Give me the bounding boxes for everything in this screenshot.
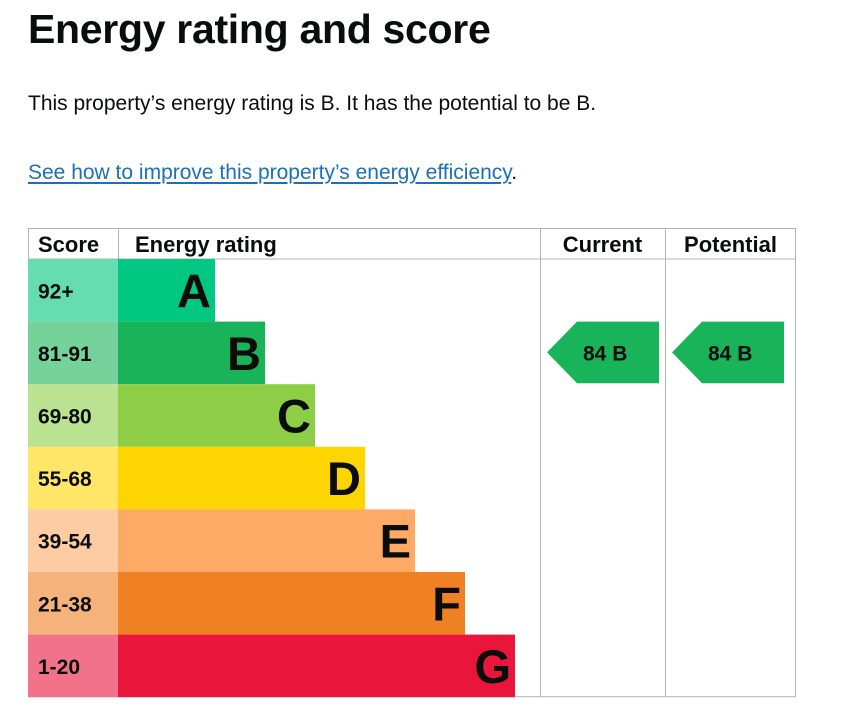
header-energy-rating: Energy rating [135, 232, 277, 257]
link-suffix: . [511, 161, 518, 184]
header-potential: Potential [684, 232, 777, 257]
band-bar-f [118, 572, 465, 635]
score-cell-f [28, 572, 118, 635]
score-range-c: 69-80 [38, 406, 92, 429]
score-range-d: 55-68 [38, 468, 92, 491]
band-letter-a: A [177, 264, 211, 317]
header-current: Current [563, 232, 643, 257]
rating-summary: This property’s energy rating is B. It h… [28, 92, 597, 115]
band-bar-d [118, 446, 365, 510]
score-range-g: 1-20 [38, 656, 80, 679]
band-bar-c [118, 384, 315, 447]
header-score: Score [38, 232, 99, 257]
score-cell-c [28, 384, 118, 447]
score-range-f: 21-38 [38, 593, 92, 616]
score-range-e: 39-54 [38, 531, 92, 554]
epc-headers: Score Energy rating Current Potential [38, 232, 777, 257]
score-range-b: 81-91 [38, 343, 92, 366]
score-cell-d [28, 446, 118, 510]
page-title: Energy rating and score [28, 6, 491, 52]
band-bar-b [118, 321, 265, 385]
band-letter-f: F [432, 577, 461, 630]
epc-markers: 84 B 84 B [547, 321, 784, 384]
band-letter-c: C [277, 390, 311, 443]
band-bar-a [118, 259, 215, 322]
band-bar-g [118, 634, 515, 698]
current-rating-label: 84 B [583, 342, 627, 365]
score-range-a: 92+ [38, 280, 74, 303]
band-bar-e [118, 509, 415, 572]
band-letter-g: G [474, 640, 511, 693]
improve-link-line: See how to improve this property’s energ… [28, 161, 517, 185]
score-cell-g [28, 634, 118, 698]
current-rating-marker [547, 321, 659, 384]
potential-rating-marker [672, 321, 784, 384]
score-cell-a [28, 259, 118, 322]
score-cell-e [28, 509, 118, 572]
band-letter-e: E [380, 515, 411, 568]
epc-bands: 92+ A 81-91 B 69-80 C 55-68 D 39-54 E 21-38 F 1-20 G [28, 259, 515, 698]
band-letter-d: D [327, 452, 361, 505]
band-letter-b: B [227, 327, 261, 380]
score-cell-b [28, 321, 118, 385]
improve-efficiency-link[interactable]: See how to improve this property’s energ… [28, 161, 512, 184]
potential-rating-label: 84 B [708, 342, 752, 365]
